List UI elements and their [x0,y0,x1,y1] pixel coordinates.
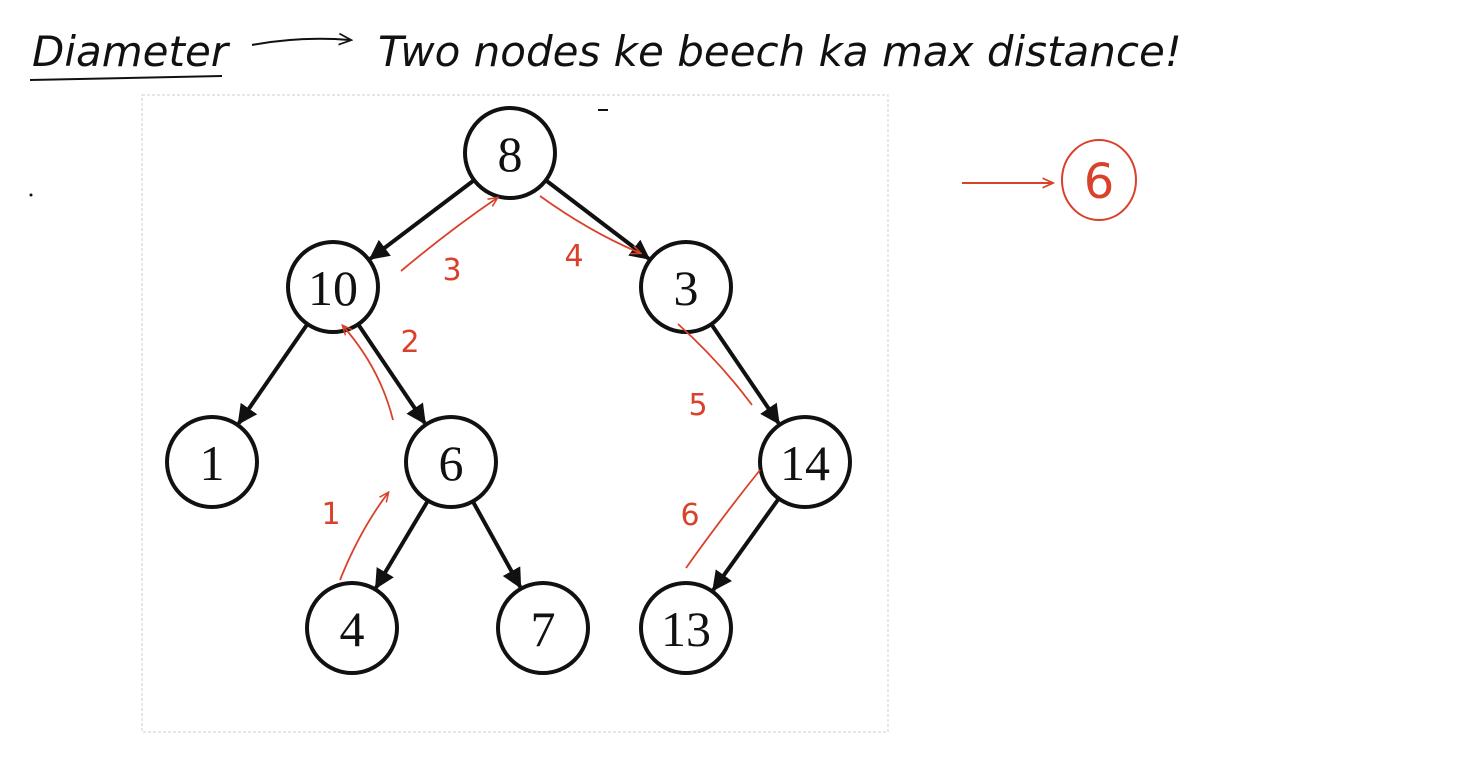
step-label-4: 4 [564,239,583,274]
tree-node-circle [305,581,399,675]
tree-node-circle [463,106,557,200]
diameter-path [339,195,761,581]
path-stroke-1 [339,493,388,581]
step-label-1: 1 [321,497,340,532]
tree-edge-n6-n4 [374,500,430,590]
tree-node-1: 1 [165,415,259,509]
tree-edge-n10-n1 [237,323,309,425]
tree-node-label: 14 [780,435,830,491]
path-stroke-6 [685,469,761,569]
tree-node-label: 8 [498,126,523,182]
tree-node-circle [404,415,498,509]
tree-node-circle [496,581,590,675]
path-stroke-3 [400,198,497,272]
tree-node-label: 3 [674,260,699,316]
tree-edge-n3-n14 [710,323,781,425]
tree-node-circle [639,581,733,675]
tree-node-4: 4 [305,581,399,675]
tree-node-label: 6 [439,435,464,491]
step-labels: 1 2 3 4 5 6 [321,239,707,533]
tree-node-circle [758,415,852,509]
path-stroke-2 [343,326,394,421]
heading-underline [29,75,223,81]
tree-node-label: 1 [200,435,225,491]
tree-node-label: 13 [661,601,711,657]
heading-definition: Two nodes ke beech ka max distance! [378,27,1182,76]
tree-node-label: 4 [340,601,365,657]
tree-node-14: 14 [758,415,852,509]
tree-node-circle [286,240,380,334]
step-label-6: 6 [680,498,699,533]
heading-arrow [251,39,350,46]
heading: Diameter Two nodes ke beech ka max dista… [29,27,1182,81]
tree-edges [237,179,781,592]
step-label-3: 3 [442,253,461,288]
tree-edge-n14-n13 [711,498,780,592]
figure-frame [141,94,889,733]
tree-node-label: 7 [531,601,556,657]
tree-node-13: 13 [639,581,733,675]
stray-dot [29,193,33,197]
tree-edge-n10-n6 [357,324,427,425]
tree-edge-n6-n7 [471,501,522,589]
tree-nodes: 810 31 6 144 7 13 [165,106,852,675]
heading-term: Diameter [32,27,231,76]
answer-value: 6 [1084,154,1115,210]
tree-node-3: 3 [639,240,733,334]
answer-circle [1061,139,1137,221]
tree-node-8: 8 [463,106,557,200]
tree-node-label: 10 [308,260,358,316]
tree-edge-n8-n10 [368,179,475,261]
path-stroke-5 [677,323,753,406]
tree-node-10: 10 [286,240,380,334]
path-stroke-4 [539,195,640,253]
tree-node-circle [165,415,259,509]
tree-node-6: 6 [404,415,498,509]
step-label-5: 5 [688,388,707,423]
tree-node-7: 7 [496,581,590,675]
step-label-2: 2 [400,325,419,360]
tree-edge-n8-n3 [545,179,651,261]
answer-group: 6 [962,139,1137,221]
